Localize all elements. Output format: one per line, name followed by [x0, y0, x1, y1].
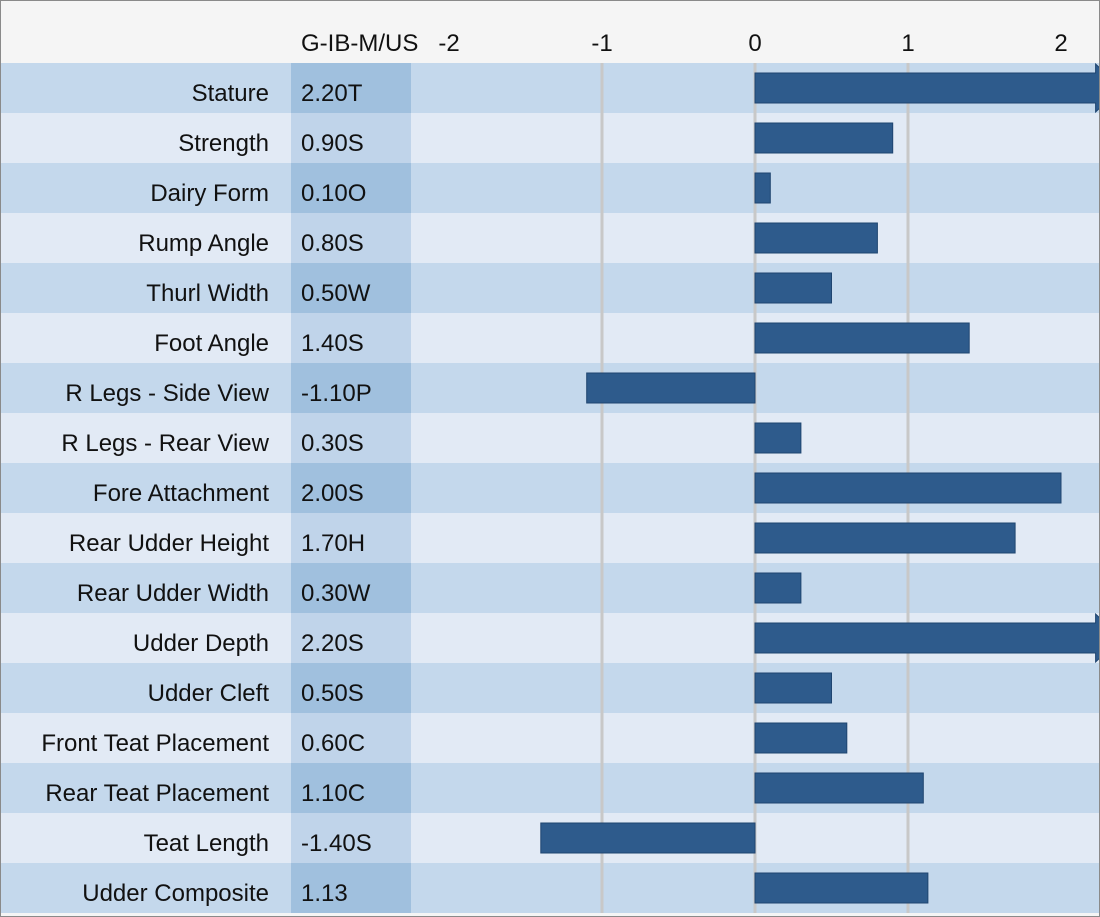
row-band — [1, 263, 1099, 313]
trait-label: R Legs - Rear View — [61, 430, 269, 457]
value-cell-bg — [291, 463, 411, 513]
x-tick-label: -1 — [591, 30, 612, 57]
trait-value: 1.70H — [301, 530, 365, 557]
value-cell-bg — [291, 663, 411, 713]
trait-label: Stature — [192, 80, 269, 107]
trait-label: Strength — [178, 130, 269, 157]
trait-value: 2.20T — [301, 80, 363, 107]
value-cell-bg — [291, 863, 411, 913]
trait-value: 0.60C — [301, 730, 365, 757]
trait-value: 0.30S — [301, 430, 364, 457]
value-cell-bg — [291, 763, 411, 813]
bar — [754, 722, 848, 754]
trait-value: 0.10O — [301, 180, 366, 207]
trait-label: Rump Angle — [138, 230, 269, 257]
x-tick-label: 0 — [748, 30, 761, 57]
trait-label: Foot Angle — [154, 330, 269, 357]
value-cell-bg — [291, 113, 411, 163]
trait-value: 0.50S — [301, 680, 364, 707]
row-band — [1, 413, 1099, 463]
trait-value: 0.90S — [301, 130, 364, 157]
row-band — [1, 713, 1099, 763]
header-band — [1, 1, 1099, 63]
bar — [754, 272, 832, 304]
trait-value: -1.40S — [301, 830, 372, 857]
value-cell-bg — [291, 813, 411, 863]
value-cell-bg — [291, 713, 411, 763]
bar — [754, 772, 924, 804]
row-band — [1, 363, 1099, 413]
trait-label: Rear Teat Placement — [45, 780, 269, 807]
trait-value: 0.30W — [301, 580, 371, 607]
trait-value: 0.80S — [301, 230, 364, 257]
x-tick-label: 2 — [1054, 30, 1067, 57]
trait-value: 1.10C — [301, 780, 365, 807]
bar — [754, 872, 929, 904]
value-cell-bg — [291, 563, 411, 613]
bar — [586, 372, 756, 404]
trait-label: Front Teat Placement — [41, 730, 269, 757]
row-band — [1, 213, 1099, 263]
bar — [754, 122, 894, 154]
row-band — [1, 163, 1099, 213]
trait-value: 2.00S — [301, 480, 364, 507]
trait-label: Fore Attachment — [93, 480, 269, 507]
bars — [540, 62, 1099, 904]
value-cell-bg — [291, 363, 411, 413]
value-cell-bg — [291, 513, 411, 563]
trait-label: Teat Length — [144, 830, 269, 857]
value-cell-bg — [291, 313, 411, 363]
trait-label: Rear Udder Width — [77, 580, 269, 607]
value-column-header: G-IB-M/US — [301, 30, 418, 57]
x-axis-ticks: -2 -1 0 1 2 — [438, 30, 1067, 57]
bar — [754, 222, 878, 254]
bar-arrow — [754, 62, 1099, 114]
bar — [540, 822, 756, 854]
row-band — [1, 663, 1099, 713]
trait-value: 2.20S — [301, 630, 364, 657]
value-cell-bg — [291, 63, 411, 113]
value-cell-bg — [291, 213, 411, 263]
trait-label: Rear Udder Height — [69, 530, 269, 557]
value-cell-bg — [291, 413, 411, 463]
bar — [754, 172, 771, 204]
trait-label: Udder Cleft — [148, 680, 270, 707]
trait-value: -1.10P — [301, 380, 372, 407]
trait-label: R Legs - Side View — [65, 380, 269, 407]
bar — [754, 472, 1062, 504]
trait-label: Udder Depth — [133, 630, 269, 657]
bar — [754, 672, 832, 704]
value-cell-bg — [291, 163, 411, 213]
trait-label: Thurl Width — [146, 280, 269, 307]
trait-label: Dairy Form — [150, 180, 269, 207]
trait-value: 1.13 — [301, 880, 348, 907]
row-band — [1, 113, 1099, 163]
row-band — [1, 563, 1099, 613]
bar — [754, 572, 802, 604]
x-tick-label: 1 — [901, 30, 914, 57]
trait-label: Udder Composite — [82, 880, 269, 907]
bar — [754, 322, 970, 354]
x-tick-label: -2 — [438, 30, 459, 57]
bar-arrow — [754, 612, 1099, 664]
trait-value: 0.50W — [301, 280, 371, 307]
labels: Stature 2.20T Strength 0.90S Dairy Form 0.10O… — [41, 80, 371, 907]
bar — [754, 422, 802, 454]
bar — [754, 522, 1016, 554]
trait-value: 1.40S — [301, 330, 364, 357]
value-cell-bg — [291, 263, 411, 313]
value-cell-bg — [291, 613, 411, 663]
